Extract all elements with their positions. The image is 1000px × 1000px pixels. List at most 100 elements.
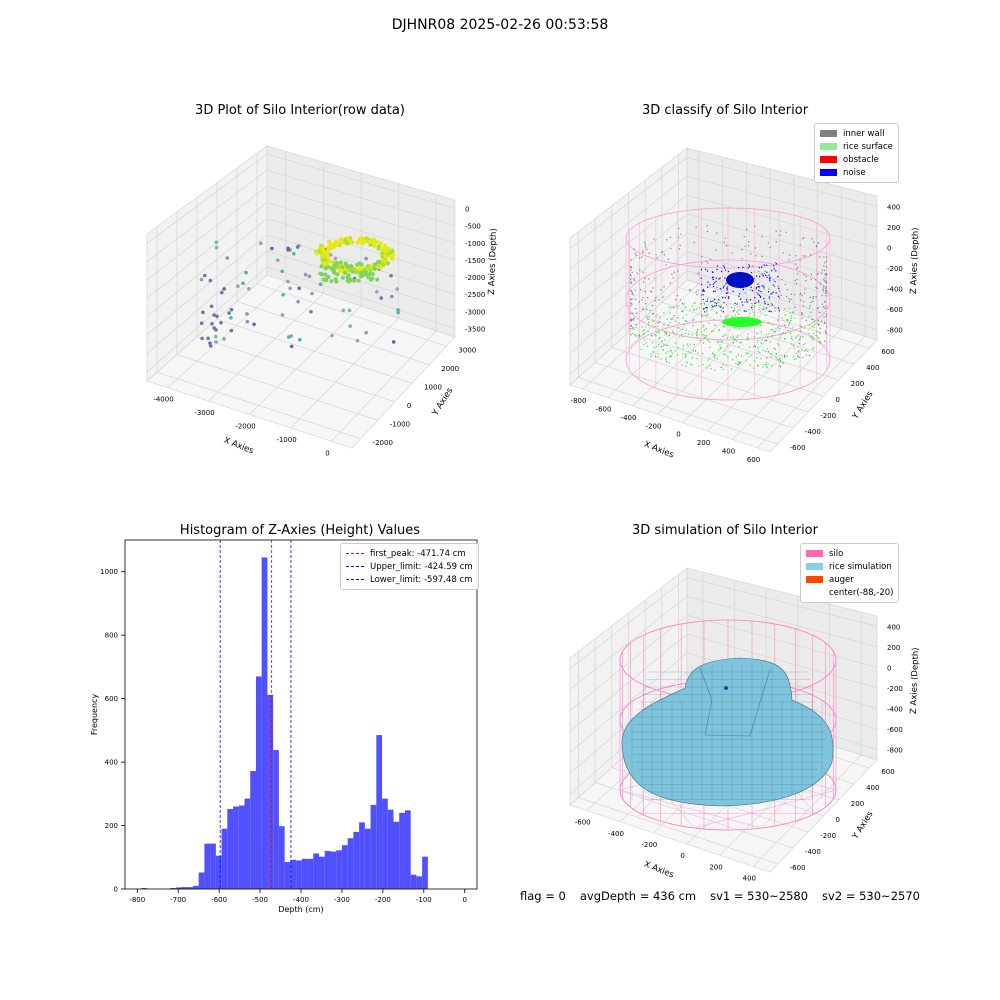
- legend-label: first_peak: -471.74 cm: [370, 548, 466, 559]
- raw-point: [215, 314, 219, 319]
- raw-rice-point: [350, 269, 355, 274]
- raw-rice-point: [362, 269, 367, 274]
- raw-point: [259, 241, 263, 246]
- legend-label: noise: [843, 167, 866, 178]
- raw-donut-point: [379, 247, 385, 252]
- raw-rice-point: [319, 264, 324, 269]
- plot1-y-tick-label: 0: [407, 402, 411, 410]
- raw-rice-point: [329, 279, 334, 284]
- noise-swatch: [820, 169, 837, 176]
- raw-rice-point: [340, 265, 345, 270]
- raw-point: [379, 296, 384, 300]
- raw-donut-point: [387, 250, 393, 256]
- status-footer: flag = 0 avgDepth = 436 cm sv1 = 530~2580 s…: [520, 889, 934, 903]
- raw-point: [220, 290, 224, 295]
- plot1-grid-y: [156, 371, 361, 440]
- raw-point: [280, 269, 284, 274]
- raw-point: [213, 334, 218, 339]
- plot1-grid-z-back: [266, 153, 456, 209]
- legend-item-center: center(-88,-20): [806, 586, 893, 599]
- raw-point: [212, 313, 216, 317]
- raw-point: [391, 340, 396, 344]
- raw-donut-point: [359, 235, 365, 241]
- raw-point: [252, 322, 256, 327]
- plot1-grid-z-back: [266, 266, 456, 329]
- raw-donut-point: [355, 240, 361, 245]
- figure-suptitle: DJHNR08 2025-02-26 00:53:58: [391, 17, 609, 33]
- legend-label: rice simulation: [829, 561, 892, 572]
- raw-point: [229, 315, 233, 320]
- legend-item-silo: silo: [806, 547, 893, 560]
- raw-donut-point: [359, 240, 365, 246]
- plot1-grid-x: [167, 280, 287, 388]
- plot1-z-tick-label: -1000: [465, 240, 485, 248]
- raw-donut-point: [384, 254, 389, 260]
- plot1-grid-z-left: [146, 169, 268, 262]
- raw-point: [287, 335, 291, 339]
- raw-donut-point: [329, 245, 335, 251]
- raw-donut-point: [343, 238, 348, 243]
- plot1-grid-z-left: [146, 266, 268, 373]
- plot1-x-tick-label: -2000: [235, 423, 255, 431]
- raw-point: [201, 310, 205, 315]
- plot1-grid-z-back: [266, 218, 456, 278]
- raw-rice-point: [366, 275, 371, 280]
- raw-point: [286, 279, 290, 284]
- raw-donut-point: [378, 265, 383, 270]
- plot1-grid-z-back: [266, 185, 456, 244]
- legend-item-obstacle: obstacle: [820, 153, 893, 166]
- raw-donut-point: [378, 241, 383, 246]
- raw-point: [390, 294, 394, 299]
- raw-rice-point: [323, 272, 328, 277]
- legend-item-inner-wall: inner wall: [820, 127, 893, 140]
- raw-rice-point: [377, 260, 382, 265]
- plot1-grid-x: [331, 330, 437, 442]
- raw-point: [303, 272, 308, 277]
- raw-donut-point: [389, 256, 395, 261]
- raw-point: [310, 291, 314, 296]
- legend-label: auger: [829, 574, 854, 585]
- raw-rice-point: [324, 278, 329, 283]
- plot1-z-tick-label: -3500: [465, 325, 485, 333]
- rice-surface-swatch: [820, 143, 837, 150]
- raw-donut-point: [380, 251, 385, 256]
- raw-point: [199, 277, 204, 282]
- raw-point: [364, 256, 368, 261]
- raw-rice-point: [372, 262, 377, 267]
- raw-point: [206, 336, 210, 341]
- sv2-text: sv2 = 530~2570: [822, 889, 920, 903]
- legend-label: Upper_limit: -424.59 cm: [370, 561, 473, 572]
- raw-point: [297, 286, 301, 291]
- histogram-legend: first_peak: -471.74 cm Upper_limit: -424…: [340, 543, 479, 590]
- raw-point: [214, 245, 219, 250]
- plot1-x-tick-label: -1000: [276, 436, 296, 444]
- plot1-grid-x: [249, 305, 362, 415]
- legend-label: rice surface: [843, 141, 893, 152]
- plot1-y-tick-label: 2000: [441, 365, 459, 373]
- raw-rice-point: [358, 274, 363, 279]
- raw-point: [229, 328, 234, 333]
- rice-simulation-swatch: [806, 563, 823, 570]
- obstacle-swatch: [820, 156, 837, 163]
- raw-point: [296, 299, 300, 304]
- raw-point: [199, 321, 204, 325]
- raw-point: [396, 310, 400, 315]
- raw-donut-point: [358, 265, 364, 270]
- plot1-z-tick-label: -2500: [465, 291, 485, 299]
- raw-point: [222, 337, 226, 341]
- plot1-x-tick-label: -3000: [194, 409, 214, 417]
- upper-limit-line-swatch: [346, 566, 364, 567]
- legend-label: inner wall: [843, 128, 885, 139]
- raw-point: [275, 258, 280, 263]
- raw-donut-point: [338, 237, 344, 242]
- plot1-grid-z-left: [146, 186, 268, 281]
- plot1-y-tick-label: -1000: [390, 420, 410, 428]
- raw-point: [289, 344, 294, 349]
- first-peak-line-swatch: [346, 553, 364, 554]
- raw-point: [330, 333, 334, 338]
- raw-point: [245, 312, 249, 316]
- plot1-grid-y: [216, 318, 413, 384]
- center-swatch: [806, 589, 823, 596]
- raw-rice-point: [346, 273, 351, 278]
- raw-point: [280, 313, 285, 317]
